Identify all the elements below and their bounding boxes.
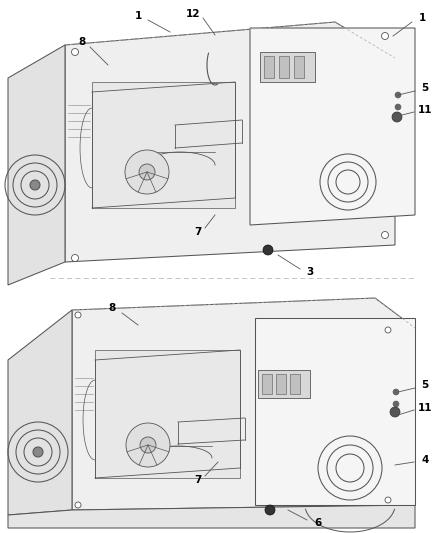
Bar [262,374,272,394]
Circle shape [71,254,78,262]
Circle shape [75,312,81,318]
Circle shape [30,180,40,190]
Bar [290,374,300,394]
Circle shape [385,327,391,333]
Bar [264,56,274,78]
Polygon shape [255,318,415,505]
Circle shape [33,447,43,457]
Circle shape [393,401,399,407]
Circle shape [392,112,402,122]
Circle shape [263,245,273,255]
Bar [279,56,289,78]
Circle shape [125,150,169,194]
Bar [260,52,315,82]
Text: 11: 11 [418,105,432,115]
Bar [258,370,310,398]
Text: 3: 3 [306,267,314,277]
Circle shape [390,407,400,417]
Text: 6: 6 [314,518,321,528]
Circle shape [381,33,389,39]
Circle shape [393,389,399,395]
Text: 11: 11 [418,403,432,413]
Circle shape [126,423,170,467]
Circle shape [381,231,389,238]
Bar [294,56,304,78]
Text: 5: 5 [421,380,429,390]
Polygon shape [8,310,72,515]
Text: 1: 1 [418,13,426,23]
Text: 8: 8 [108,303,116,313]
Text: 12: 12 [186,9,200,19]
Bar [276,374,286,394]
Text: 7: 7 [194,227,201,237]
Circle shape [75,502,81,508]
Polygon shape [8,505,415,528]
Circle shape [265,505,275,515]
Circle shape [139,164,155,180]
Circle shape [385,497,391,503]
Circle shape [395,104,401,110]
Text: 5: 5 [421,83,429,93]
Text: 8: 8 [78,37,85,47]
Polygon shape [250,28,415,225]
Polygon shape [65,22,395,262]
Polygon shape [95,350,240,478]
Text: 7: 7 [194,475,201,485]
Circle shape [140,437,156,453]
Circle shape [395,92,401,98]
Polygon shape [8,45,65,285]
Text: 4: 4 [421,455,429,465]
Polygon shape [92,82,235,208]
Circle shape [71,49,78,55]
Text: 1: 1 [134,11,141,21]
Polygon shape [72,298,415,510]
